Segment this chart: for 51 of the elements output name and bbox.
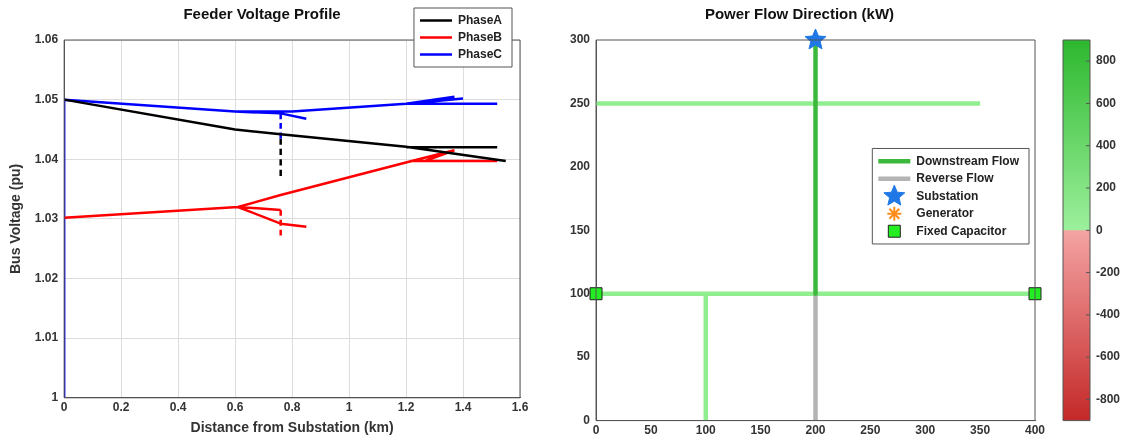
x-tick-label: 250: [860, 423, 881, 438]
x-axis-title: Distance from Substation (km): [190, 419, 394, 436]
legend-label: PhaseC: [457, 46, 503, 61]
color-bar-label: 800: [1096, 53, 1117, 68]
chart-title: Power Flow Direction (kW): [704, 5, 895, 23]
y-tick-label: 1.06: [34, 32, 59, 47]
legend-label: Generator: [916, 206, 974, 221]
chart-title: Feeder Voltage Profile: [183, 5, 341, 23]
y-tick-label: 1.05: [34, 91, 59, 106]
x-tick-label: 400: [1024, 423, 1046, 438]
x-tick-label: 50: [644, 423, 658, 438]
y-tick-label: 1: [51, 390, 59, 405]
color-bar-label: -800: [1096, 391, 1121, 406]
x-tick-label: 1.6: [511, 400, 529, 415]
y-tick-label: 250: [569, 95, 591, 110]
color-bar-label: -400: [1096, 307, 1121, 322]
legend-label: PhaseB: [457, 29, 503, 44]
y-tick-label: 1.01: [34, 330, 59, 345]
x-tick-label: 200: [805, 423, 826, 438]
color-bar-label: 600: [1096, 95, 1117, 110]
y-axis-title: Bus Voltage (pu): [7, 163, 24, 274]
x-tick-label: 1.2: [397, 400, 415, 415]
x-tick-label: 1.4: [454, 400, 472, 415]
x-tick-label: 0.6: [226, 400, 244, 415]
y-tick-label: 300: [569, 32, 591, 47]
y-tick-label: 0: [583, 412, 591, 427]
color-bar-label: 400: [1096, 138, 1117, 153]
legend-label: Reverse Flow: [916, 171, 995, 186]
color-bar-label: -600: [1096, 349, 1121, 364]
color-bar-label: 0: [1096, 222, 1103, 237]
x-tick-label: 0.4: [169, 400, 187, 415]
x-tick-label: 350: [970, 423, 991, 438]
legend-label: Fixed Capacitor: [916, 223, 1007, 238]
legend-label: PhaseA: [457, 12, 503, 27]
color-bar-label: -200: [1096, 264, 1121, 279]
x-tick-label: 0.2: [112, 400, 130, 415]
y-tick-label: 150: [569, 222, 591, 237]
x-tick-label: 0.8: [283, 400, 301, 415]
y-tick-label: 1.04: [34, 151, 59, 166]
y-tick-label: 200: [569, 159, 591, 174]
color-bar-label: 200: [1096, 180, 1117, 195]
y-tick-label: 50: [576, 349, 591, 364]
y-tick-label: 1.03: [34, 211, 59, 226]
legend-label: Substation: [916, 188, 979, 203]
legend-label: Downstream Flow: [916, 153, 1020, 168]
y-tick-label: 1.02: [34, 270, 59, 285]
x-tick-label: 300: [915, 423, 936, 438]
x-tick-label: 150: [750, 423, 771, 438]
y-tick-label: 100: [569, 286, 591, 301]
x-tick-label: 1: [345, 400, 353, 415]
x-tick-label: 100: [695, 423, 717, 438]
